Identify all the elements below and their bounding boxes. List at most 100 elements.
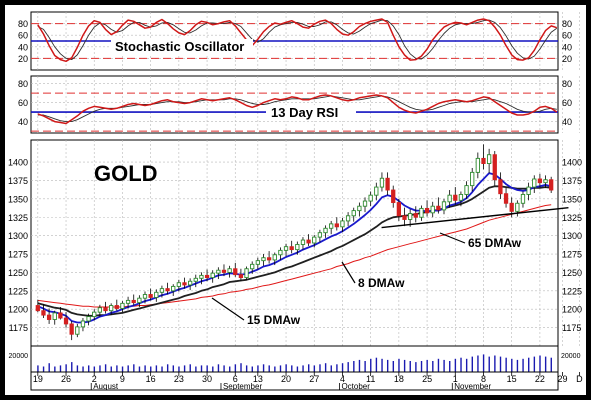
volume-bar	[262, 364, 265, 372]
volume-bar	[516, 359, 519, 372]
candle-down	[402, 215, 407, 220]
y-tick-label-left: 1325	[8, 213, 28, 223]
candle-up	[176, 282, 181, 287]
volume-bar	[138, 366, 141, 372]
volume-bar	[189, 364, 191, 372]
candle-up	[210, 272, 215, 279]
candle-up	[142, 294, 148, 299]
volume-tick-label-left: 20000	[9, 353, 29, 360]
volume-bar	[217, 364, 220, 372]
volume-bar	[533, 356, 536, 372]
volume-bar	[48, 363, 50, 372]
volume-bar	[87, 365, 90, 372]
volume-bar	[110, 366, 112, 372]
y-tick-label-left: 1275	[8, 250, 28, 260]
candle-down	[334, 223, 339, 228]
x-day-label: 27	[309, 374, 319, 384]
volume-bar	[336, 364, 338, 372]
stochastic-k-line	[37, 18, 558, 63]
volume-panel: 20000 20000	[9, 345, 581, 373]
candle-up	[470, 171, 475, 187]
volume-bar	[223, 365, 225, 372]
candle-up	[486, 154, 492, 164]
x-day-label: 19	[33, 374, 43, 384]
candle-up	[125, 299, 131, 304]
candle-down	[424, 207, 430, 214]
y-tick-label-right: 40	[562, 117, 572, 127]
stochastic-label-backdrop	[111, 39, 253, 56]
y-tick-label-left: 80	[18, 19, 28, 29]
candle-down	[69, 323, 74, 335]
price-panel: 1400 1400 1375 1375 1350 1350 1325 1325 1300 1300…	[8, 139, 582, 347]
candle-up	[171, 285, 176, 292]
volume-bar	[443, 359, 445, 372]
price-tick-labels: 1400 1400 1375 1375 1350 1350 1325 1325 1300 1300…	[8, 158, 582, 334]
candle-up	[458, 193, 464, 201]
candle-down	[453, 194, 458, 201]
x-day-label: 13	[253, 374, 263, 384]
candle-down	[233, 268, 238, 276]
x-day-label: 4	[340, 374, 345, 384]
y-tick-label-right: 40	[562, 42, 572, 52]
stochastic-lines	[37, 18, 558, 63]
volume-bars	[37, 354, 552, 372]
y-tick-label-left: 1225	[8, 286, 28, 296]
volume-bar	[324, 363, 327, 372]
y-tick-label-left: 40	[18, 117, 28, 127]
x-day-label: 11	[366, 374, 375, 384]
volume-bar	[93, 366, 96, 372]
y-tick-label-right: 60	[562, 98, 572, 108]
y-tick-label-right: 1350	[562, 194, 582, 204]
volume-bar	[386, 359, 389, 372]
candle-up	[475, 157, 480, 173]
candle-up	[419, 207, 424, 218]
x-day-label: 1	[453, 374, 458, 384]
candle-down	[221, 269, 227, 273]
volume-bar	[482, 354, 485, 372]
volume-bar	[415, 362, 417, 372]
volume-bar	[499, 356, 502, 372]
volume-bar	[291, 365, 293, 372]
y-tick-label-left: 1200	[8, 305, 28, 315]
candle-down	[481, 157, 486, 164]
x-day-label: D	[576, 374, 583, 384]
volume-bar	[65, 364, 67, 372]
volume-bar	[511, 358, 513, 372]
candle-down	[498, 179, 503, 195]
candle-up	[52, 312, 57, 320]
volume-bar	[212, 366, 214, 372]
x-day-label: 9	[120, 374, 125, 384]
volume-bar	[437, 358, 440, 372]
volume-bar	[42, 366, 45, 372]
candle-down	[537, 178, 543, 184]
y-tick-label-right: 1275	[562, 250, 582, 260]
price-annotations: 8 DMAw 15 DMAw 65 DMAw	[211, 232, 522, 327]
volume-bar	[358, 359, 361, 372]
candle-down	[165, 288, 170, 292]
volume-bar	[370, 358, 372, 372]
annotation-label-ma-15: 15 DMAw	[247, 313, 301, 327]
volume-bar	[550, 357, 552, 372]
trendline	[381, 206, 569, 229]
x-month-label: August	[93, 382, 119, 391]
candle-up	[193, 277, 198, 282]
candle-up	[379, 177, 385, 188]
volume-bar	[544, 356, 547, 372]
candle-up	[227, 268, 232, 273]
candle-down	[182, 282, 187, 286]
rsi-label: 13 Day RSI	[271, 105, 338, 120]
rsi-tick-labels: 80 80 60 60 40 40	[18, 79, 572, 127]
y-tick-label-right: 1175	[562, 323, 581, 333]
candle-up	[154, 291, 159, 298]
candle-up	[278, 249, 283, 256]
volume-bar	[409, 361, 411, 372]
candle-up	[261, 257, 266, 262]
candle-up	[137, 297, 142, 304]
candle-down	[131, 299, 136, 304]
candle-up	[374, 186, 379, 196]
y-tick-label-right: 1300	[562, 231, 582, 241]
rsi-panel: 80 80 60 60 40 40 13 Day RSI	[18, 75, 580, 134]
candle-up	[351, 210, 356, 217]
candle-up	[520, 193, 526, 204]
